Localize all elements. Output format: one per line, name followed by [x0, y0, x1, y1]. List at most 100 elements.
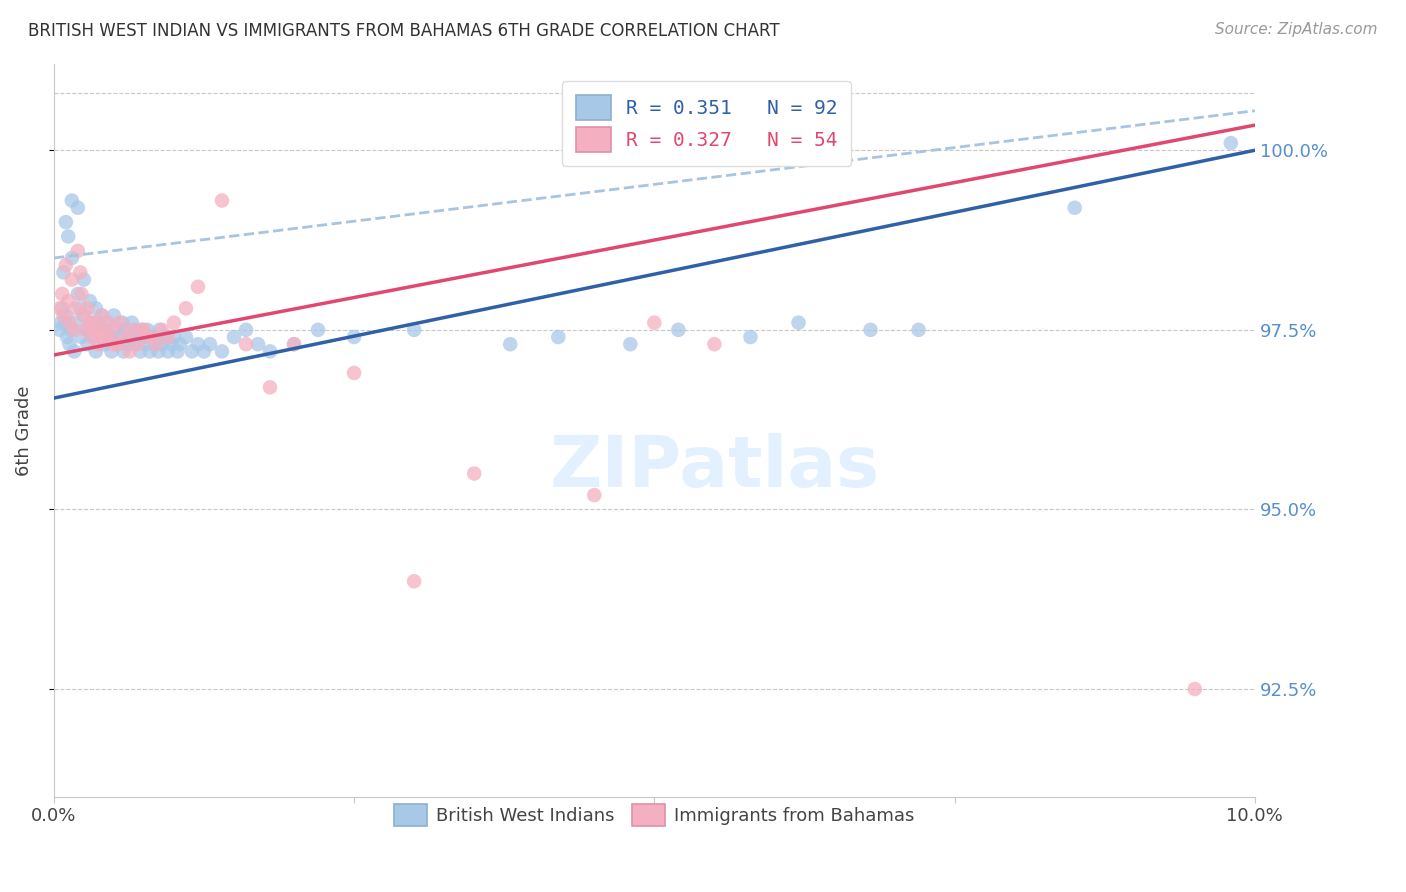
- Point: [103, 309, 125, 323]
- Point: [87, 316, 110, 330]
- Point: [63, 323, 86, 337]
- Point: [94, 323, 117, 337]
- Point: [93, 330, 115, 344]
- Point: [51, 301, 73, 316]
- Point: [156, 330, 179, 344]
- Point: [174, 330, 197, 344]
- Point: [98, 330, 121, 344]
- Point: [76, 301, 98, 316]
- Point: [121, 316, 143, 330]
- Point: [193, 344, 215, 359]
- Point: [75, 323, 97, 337]
- Point: [859, 323, 882, 337]
- Point: [89, 323, 111, 337]
- Point: [52, 265, 75, 279]
- Y-axis label: 6th Grade: 6th Grade: [15, 385, 32, 475]
- Point: [643, 316, 665, 330]
- Point: [84, 301, 107, 316]
- Point: [90, 309, 112, 323]
- Point: [58, 316, 80, 330]
- Point: [75, 323, 97, 337]
- Point: [124, 337, 146, 351]
- Point: [115, 323, 138, 337]
- Point: [343, 330, 366, 344]
- Point: [97, 316, 120, 330]
- Point: [108, 330, 131, 344]
- Point: [79, 323, 101, 337]
- Point: [105, 323, 128, 337]
- Point: [103, 337, 125, 351]
- Point: [90, 330, 112, 344]
- Point: [60, 272, 83, 286]
- Point: [259, 380, 281, 394]
- Point: [97, 316, 120, 330]
- Point: [82, 330, 104, 344]
- Point: [160, 337, 183, 351]
- Point: [60, 194, 83, 208]
- Point: [211, 194, 233, 208]
- Point: [148, 323, 170, 337]
- Point: [235, 323, 257, 337]
- Point: [94, 330, 117, 344]
- Point: [139, 330, 162, 344]
- Point: [100, 344, 122, 359]
- Point: [283, 337, 305, 351]
- Point: [283, 337, 305, 351]
- Point: [58, 294, 80, 309]
- Point: [907, 323, 929, 337]
- Point: [76, 337, 98, 351]
- Point: [82, 316, 104, 330]
- Point: [55, 215, 77, 229]
- Point: [58, 337, 80, 351]
- Point: [583, 488, 606, 502]
- Point: [100, 323, 122, 337]
- Point: [136, 323, 159, 337]
- Point: [70, 287, 93, 301]
- Point: [187, 279, 209, 293]
- Point: [111, 316, 134, 330]
- Point: [547, 330, 569, 344]
- Point: [163, 330, 186, 344]
- Point: [84, 323, 107, 337]
- Point: [404, 574, 426, 589]
- Point: [69, 301, 91, 316]
- Point: [211, 344, 233, 359]
- Point: [619, 337, 641, 351]
- Point: [740, 330, 762, 344]
- Point: [89, 323, 111, 337]
- Point: [187, 337, 209, 351]
- Point: [66, 287, 89, 301]
- Point: [1219, 136, 1241, 150]
- Point: [703, 337, 725, 351]
- Point: [1063, 201, 1085, 215]
- Point: [115, 330, 138, 344]
- Point: [56, 330, 79, 344]
- Point: [82, 330, 104, 344]
- Point: [198, 337, 221, 351]
- Point: [69, 265, 91, 279]
- Point: [73, 309, 96, 323]
- Point: [70, 330, 93, 344]
- Point: [82, 316, 104, 330]
- Point: [499, 337, 522, 351]
- Point: [666, 323, 689, 337]
- Point: [259, 344, 281, 359]
- Point: [129, 344, 152, 359]
- Point: [87, 337, 110, 351]
- Point: [107, 337, 129, 351]
- Point: [84, 344, 107, 359]
- Point: [763, 136, 786, 150]
- Point: [132, 323, 155, 337]
- Point: [343, 366, 366, 380]
- Point: [247, 337, 270, 351]
- Point: [90, 309, 112, 323]
- Point: [787, 316, 810, 330]
- Point: [49, 301, 72, 316]
- Point: [112, 344, 135, 359]
- Point: [163, 316, 186, 330]
- Point: [59, 323, 82, 337]
- Point: [404, 323, 426, 337]
- Point: [121, 323, 143, 337]
- Point: [63, 344, 86, 359]
- Point: [73, 309, 96, 323]
